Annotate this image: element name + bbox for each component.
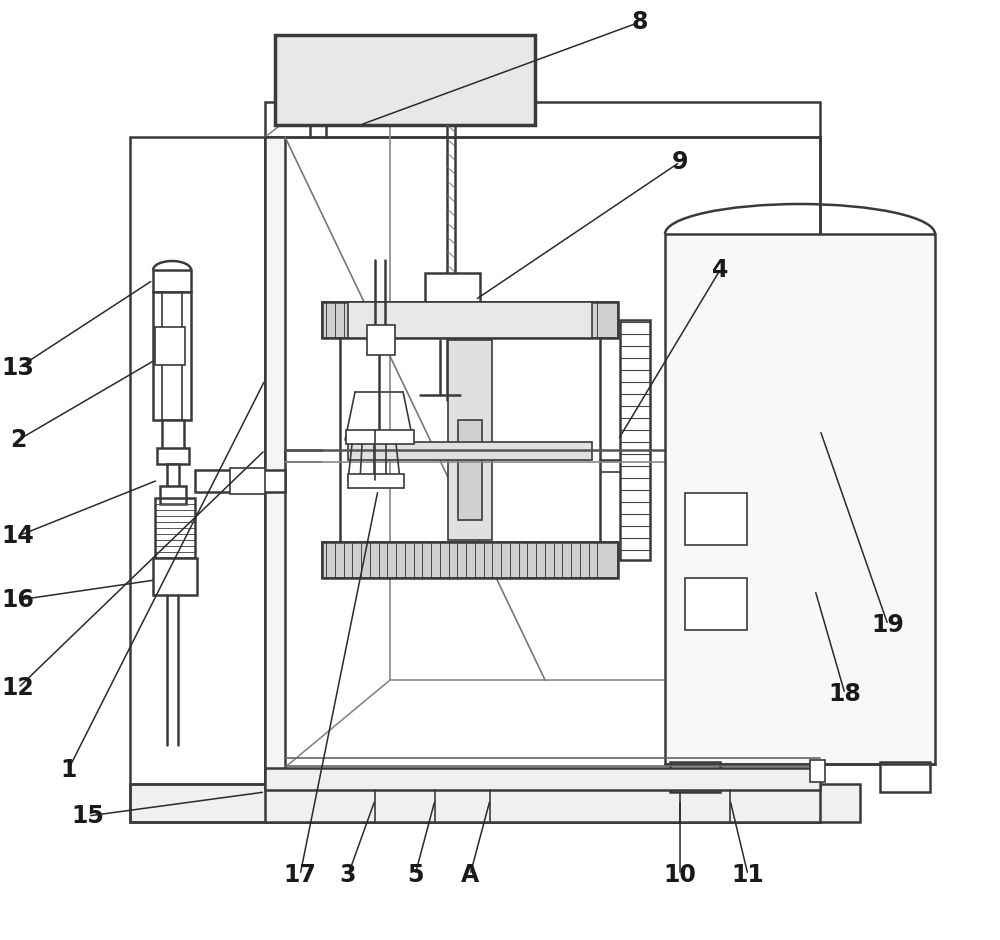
Bar — [685, 493, 747, 545]
Bar — [155, 498, 195, 558]
Bar — [348, 302, 592, 338]
Text: 15: 15 — [72, 804, 105, 828]
Bar — [162, 420, 184, 453]
Bar — [685, 578, 747, 630]
Text: 10: 10 — [664, 863, 696, 887]
Bar — [810, 760, 825, 782]
Bar — [665, 234, 935, 764]
Bar — [346, 430, 414, 444]
Bar — [322, 302, 618, 338]
Text: 5: 5 — [407, 863, 423, 887]
Bar — [153, 292, 191, 420]
Bar — [275, 35, 535, 125]
Text: 12: 12 — [2, 676, 34, 700]
Text: 16: 16 — [2, 588, 35, 612]
Bar — [322, 302, 618, 338]
Bar — [670, 762, 720, 792]
Bar — [448, 340, 492, 540]
Bar — [265, 137, 820, 822]
Bar — [153, 558, 197, 595]
Text: 3: 3 — [340, 863, 356, 887]
Bar — [433, 313, 471, 323]
Bar — [348, 442, 592, 460]
Bar — [265, 768, 820, 790]
Text: 2: 2 — [10, 428, 26, 452]
Bar — [167, 464, 179, 490]
Bar — [157, 448, 189, 464]
Text: 9: 9 — [672, 150, 688, 174]
Bar — [230, 468, 265, 494]
Text: 8: 8 — [632, 10, 648, 34]
Text: 4: 4 — [712, 258, 728, 282]
Bar — [367, 325, 395, 355]
Bar — [155, 327, 185, 365]
Text: 14: 14 — [2, 524, 34, 548]
Bar — [130, 784, 860, 822]
Bar — [348, 474, 404, 488]
Text: 1: 1 — [60, 758, 76, 782]
Text: 19: 19 — [872, 613, 904, 637]
Text: 17: 17 — [284, 863, 316, 887]
Text: 18: 18 — [829, 682, 861, 706]
Bar — [195, 470, 285, 492]
Text: 11: 11 — [732, 863, 764, 887]
Bar — [425, 273, 480, 318]
Bar — [265, 102, 820, 822]
Bar — [322, 542, 618, 578]
Bar — [620, 320, 650, 560]
Bar — [458, 420, 482, 520]
Text: 13: 13 — [2, 356, 35, 380]
Bar — [153, 270, 191, 292]
Bar — [322, 542, 618, 578]
Text: A: A — [461, 863, 479, 887]
Bar — [160, 486, 186, 504]
Bar — [265, 137, 285, 784]
Bar — [880, 762, 930, 792]
